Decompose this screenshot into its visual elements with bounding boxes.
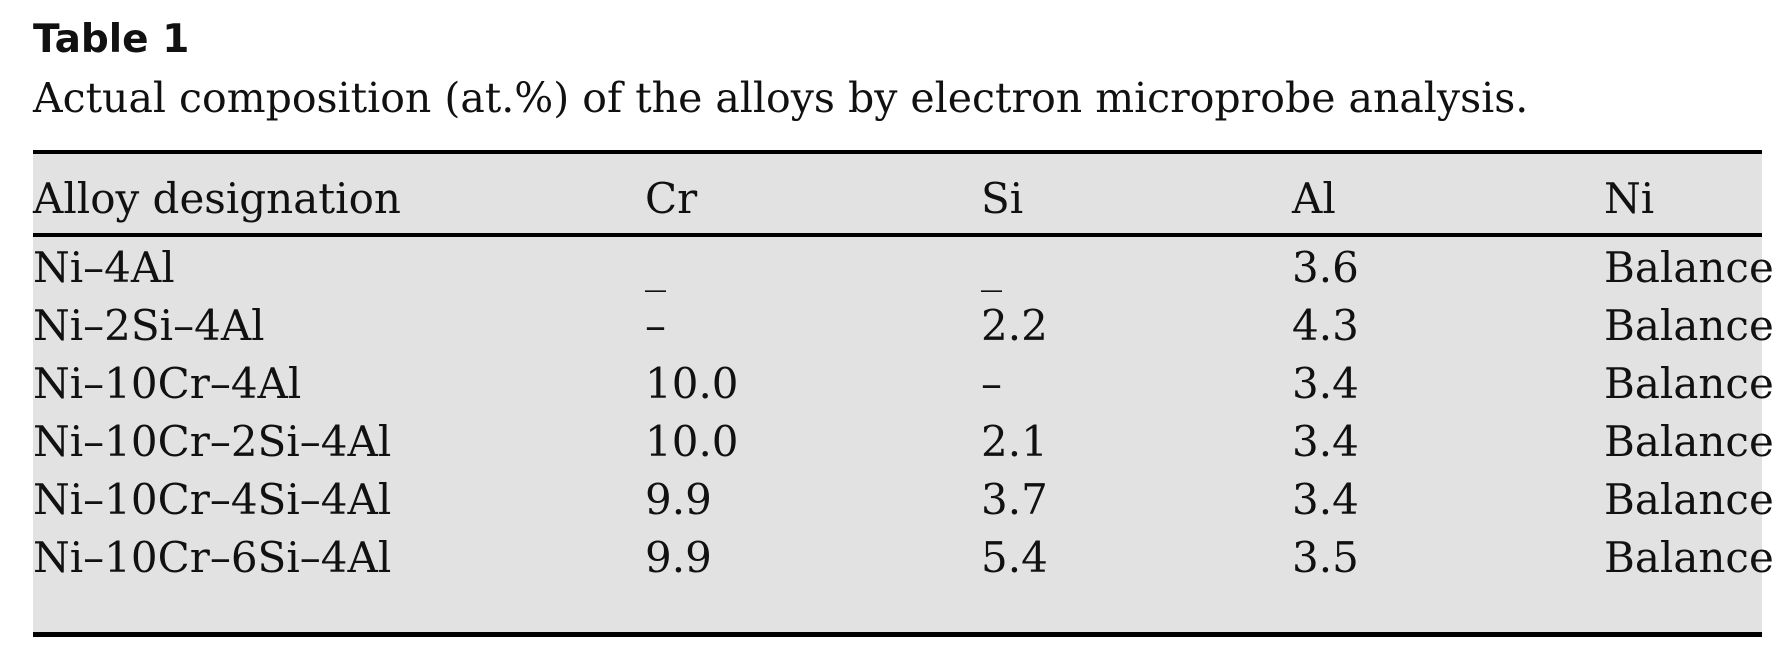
cell-al: 3.4 bbox=[1292, 475, 1359, 524]
cell-ni: Balance bbox=[1604, 243, 1774, 292]
header-al: Al bbox=[1292, 174, 1336, 223]
table-row: Ni–10Cr–6Si–4Al 9.9 5.4 3.5 Balance bbox=[33, 529, 1774, 587]
cell-ni: Balance bbox=[1604, 533, 1774, 582]
cell-si: 5.4 bbox=[981, 533, 1048, 582]
cell-cr: 10.0 bbox=[645, 359, 739, 408]
cell-si: 2.1 bbox=[981, 417, 1048, 466]
cell-cr: – bbox=[645, 301, 666, 350]
table-row: Ni–2Si–4Al – 2.2 4.3 Balance bbox=[33, 297, 1774, 355]
cell-al: 3.4 bbox=[1292, 417, 1359, 466]
cell-cr: 10.0 bbox=[645, 417, 739, 466]
cell-alloy: Ni–10Cr–6Si–4Al bbox=[33, 533, 392, 582]
cell-alloy: Ni–10Cr–4Si–4Al bbox=[33, 475, 392, 524]
cell-si: 3.7 bbox=[981, 475, 1048, 524]
cell-al: 3.4 bbox=[1292, 359, 1359, 408]
cell-alloy: Ni–2Si–4Al bbox=[33, 301, 265, 350]
cell-alloy: Ni–10Cr–4Al bbox=[33, 359, 302, 408]
cell-al: 4.3 bbox=[1292, 301, 1359, 350]
cell-si: – bbox=[981, 359, 1002, 408]
table-row: Ni–10Cr–2Si–4Al 10.0 2.1 3.4 Balance bbox=[33, 413, 1774, 471]
cell-alloy: Ni–10Cr–2Si–4Al bbox=[33, 417, 392, 466]
cell-alloy: Ni–4Al bbox=[33, 243, 175, 292]
cell-ni: Balance bbox=[1604, 301, 1774, 350]
cell-si: _ bbox=[981, 243, 1002, 292]
cell-cr: _ bbox=[645, 243, 666, 292]
table-header-row: Alloy designation Cr Si Al Ni bbox=[33, 154, 1762, 237]
table-row: Ni–10Cr–4Si–4Al 9.9 3.7 3.4 Balance bbox=[33, 471, 1774, 529]
header-si: Si bbox=[981, 174, 1024, 223]
cell-ni: Balance bbox=[1604, 417, 1774, 466]
cell-al: 3.5 bbox=[1292, 533, 1359, 582]
cell-cr: 9.9 bbox=[645, 475, 712, 524]
table-label: Table 1 bbox=[33, 17, 190, 62]
header-cr: Cr bbox=[645, 174, 698, 223]
cell-cr: 9.9 bbox=[645, 533, 712, 582]
header-alloy-designation: Alloy designation bbox=[33, 174, 401, 223]
cell-ni: Balance bbox=[1604, 475, 1774, 524]
table-caption: Actual composition (at.%) of the alloys … bbox=[33, 74, 1529, 122]
cell-si: 2.2 bbox=[981, 301, 1048, 350]
data-table: Alloy designation Cr Si Al Ni Ni–4Al _ _… bbox=[33, 150, 1774, 637]
header-ni: Ni bbox=[1604, 174, 1655, 223]
table-row: Ni–4Al _ _ 3.6 Balance bbox=[33, 239, 1774, 297]
cell-ni: Balance bbox=[1604, 359, 1774, 408]
cell-al: 3.6 bbox=[1292, 243, 1359, 292]
table-row: Ni–10Cr–4Al 10.0 – 3.4 Balance bbox=[33, 355, 1774, 413]
